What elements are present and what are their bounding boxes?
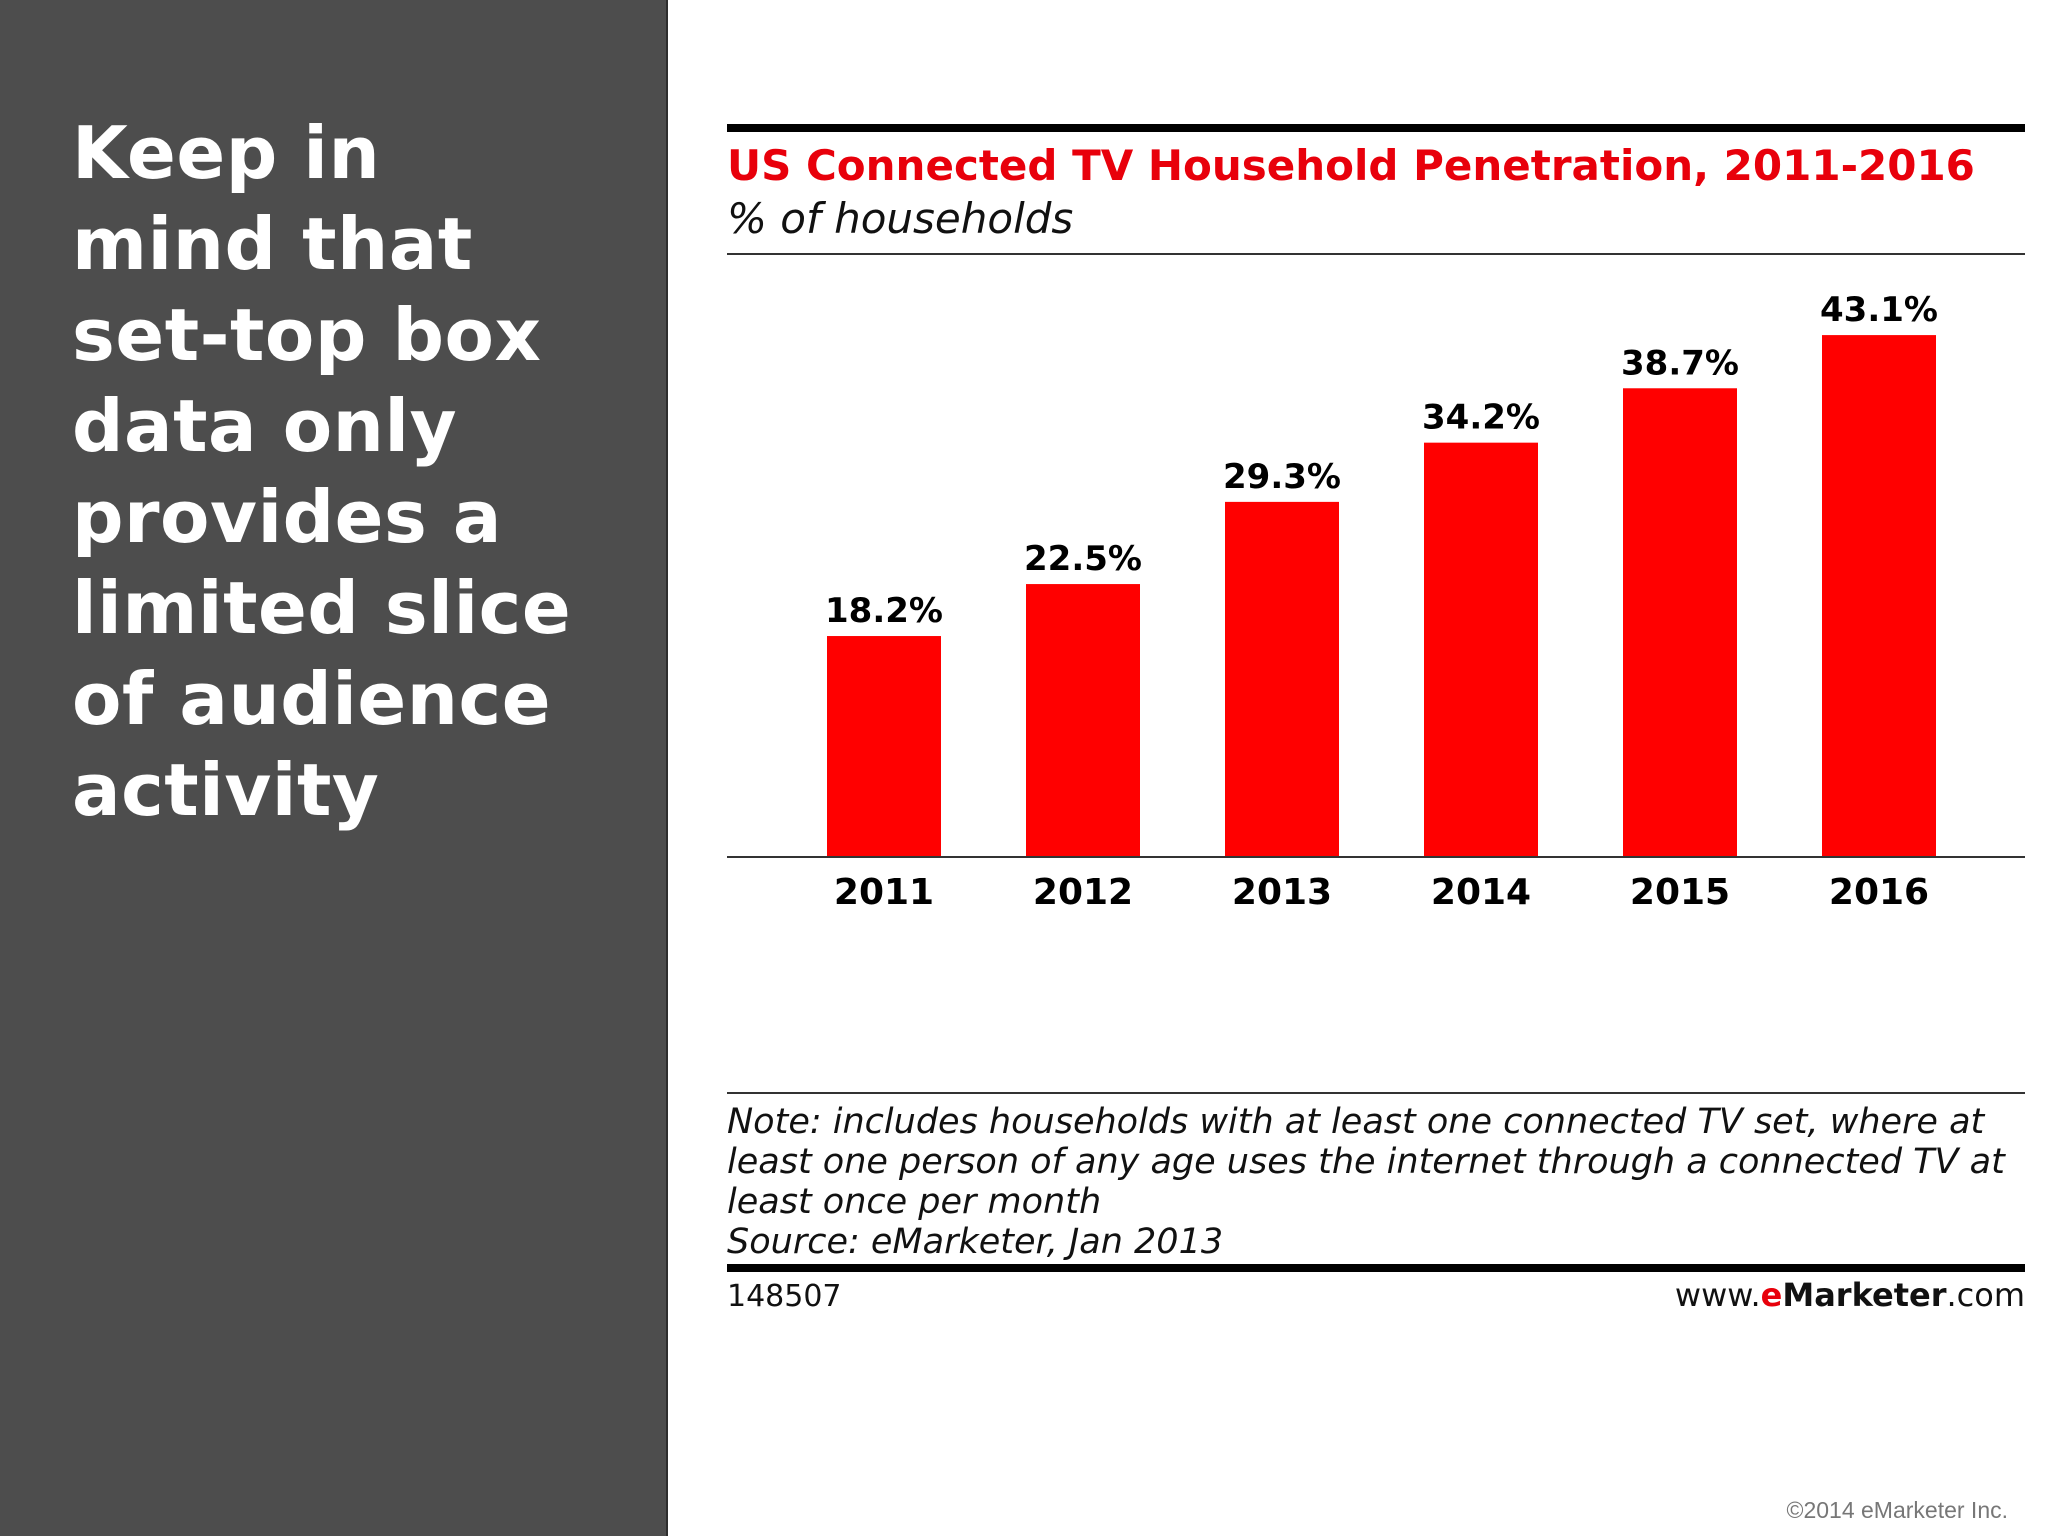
bar-chart: 18.2%22.5%29.3%34.2%38.7%43.1% 2011 2012 2… xyxy=(727,290,2025,913)
bar-value-label-2014: 34.2% xyxy=(1422,398,1540,438)
chart-subtitle: % of households xyxy=(727,194,1074,243)
brand-name: Marketer xyxy=(1782,1276,1947,1314)
bar-2016 xyxy=(1822,335,1936,856)
footer-rule xyxy=(727,1092,2025,1094)
bars-layer: 18.2% 22.5% 29.3% 34.2% 38.7% 43.1% xyxy=(825,290,1938,856)
bar-2014 xyxy=(1424,442,1538,856)
bottom-rule xyxy=(727,1264,2025,1272)
bar-value-label-2015: 38.7% xyxy=(1621,343,1739,383)
header-rule xyxy=(727,253,2025,255)
brand-e: e xyxy=(1760,1276,1783,1314)
x-tick-label-2015: 2015 xyxy=(1630,872,1730,913)
bar-value-label-2012: 22.5% xyxy=(1024,539,1142,579)
x-tick-label-2012: 2012 xyxy=(1033,872,1133,913)
bar-2015 xyxy=(1623,388,1737,856)
x-tick-label-2016: 2016 xyxy=(1829,872,1929,913)
brand-prefix: www. xyxy=(1674,1276,1761,1314)
chart-title: US Connected TV Household Penetration, 2… xyxy=(727,141,1975,190)
chart-note: Note: includes households with at least … xyxy=(727,1102,2005,1222)
x-tick-label-2013: 2013 xyxy=(1232,872,1332,913)
chart-card: US Connected TV Household Penetration, 2… xyxy=(727,124,2025,1324)
left-panel: Keep in mind that set-top box data only … xyxy=(0,0,668,1536)
x-tick-label-2011: 2011 xyxy=(834,872,934,913)
bar-2011 xyxy=(827,636,941,856)
bar-value-label-2013: 29.3% xyxy=(1223,457,1341,497)
x-tick-layer: 2011 2012 2013 2014 2015 2016 xyxy=(834,872,1929,913)
slide-headline: Keep in mind that set-top box data only … xyxy=(72,111,572,832)
x-tick-label-2014: 2014 xyxy=(1431,872,1531,913)
bar-2012 xyxy=(1026,584,1140,856)
brand-url[interactable]: www.eMarketer.com xyxy=(1675,1276,2025,1314)
copyright: ©2014 eMarketer Inc. xyxy=(1786,1497,2009,1523)
bar-value-label-2011: 18.2% xyxy=(825,591,943,631)
top-rule xyxy=(727,124,2025,132)
bar-value-label-2016: 43.1% xyxy=(1820,290,1938,330)
bar-2013 xyxy=(1225,501,1339,856)
chart-id: 148507 xyxy=(727,1279,842,1314)
chart-source: Source: eMarketer, Jan 2013 xyxy=(727,1222,1224,1262)
brand-suffix: .com xyxy=(1946,1276,2025,1314)
